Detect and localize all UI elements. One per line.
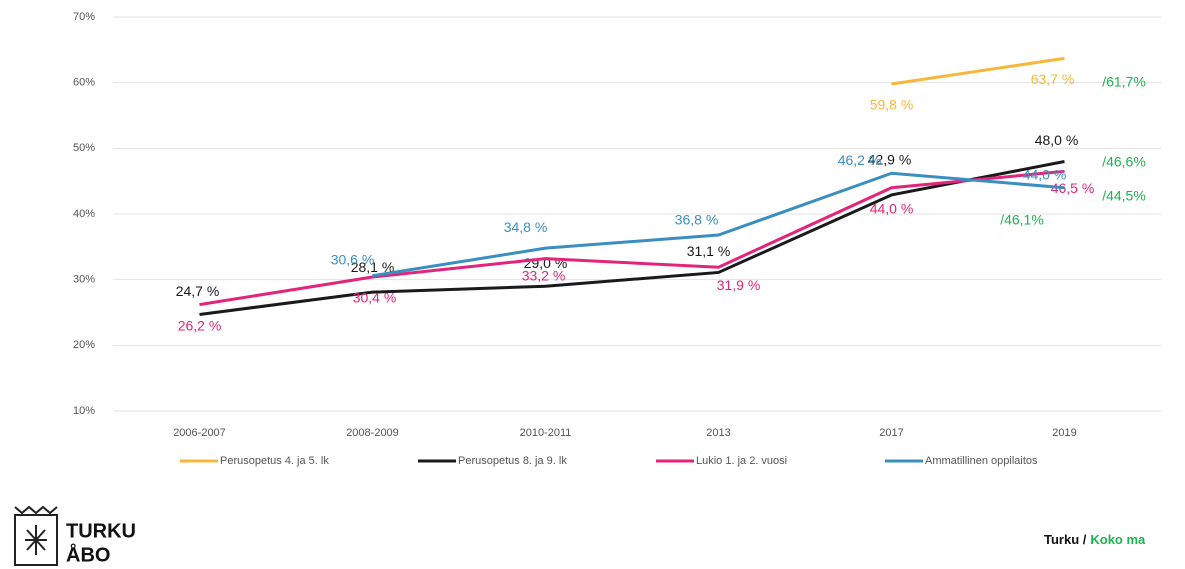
value-label: 34,8 %	[504, 219, 548, 235]
y-tick-label: 30%	[73, 274, 95, 286]
x-tick-label: 2019	[1052, 427, 1076, 439]
x-tick-label: 2013	[706, 427, 730, 439]
legend-label: Ammatillinen oppilaitos	[925, 455, 1038, 467]
value-label: 46,2 %	[838, 152, 882, 168]
series-line	[372, 171, 1065, 278]
y-tick-label: 20%	[73, 339, 95, 351]
value-label: 42,9 %	[868, 152, 912, 168]
value-label: 26,2 %	[178, 317, 222, 333]
annotation: /61,7%	[1102, 74, 1146, 90]
value-label: 31,1 %	[687, 243, 731, 259]
logo-crown	[14, 505, 58, 515]
value-label: 30,4 %	[353, 290, 397, 306]
value-label: 30,6 %	[331, 251, 375, 267]
value-label: 48,0 %	[1035, 132, 1079, 148]
value-label: 31,9 %	[717, 277, 761, 293]
value-label: 36,8 %	[675, 212, 719, 228]
annotation: /46,6%	[1102, 154, 1146, 170]
value-label: 63,7 %	[1031, 71, 1075, 87]
x-tick-label: 2006-2007	[173, 427, 226, 439]
x-tick-label: 2017	[879, 427, 903, 439]
legend-label: Perusopetus 8. ja 9. lk	[458, 455, 567, 467]
footer-city: Turku / Koko ma	[1044, 532, 1146, 547]
value-label: 44,0 %	[870, 200, 914, 216]
y-tick-label: 60%	[73, 77, 95, 89]
logo: TURKU ÅBO	[14, 505, 136, 566]
x-tick-label: 2008-2009	[346, 427, 399, 439]
y-tick-label: 70%	[73, 11, 95, 23]
value-label: 44,0 %	[1023, 166, 1067, 182]
footer-country: Koko ma	[1090, 532, 1146, 547]
annotation: /44,5%	[1102, 188, 1146, 204]
series-line	[199, 169, 1065, 307]
series-line	[891, 56, 1065, 86]
value-label: 33,2 %	[522, 267, 566, 283]
y-tick-label: 40%	[73, 208, 95, 220]
footer-city: Turku /	[1044, 532, 1087, 547]
y-tick-label: 10%	[73, 405, 95, 417]
legend-label: Perusopetus 4. ja 5. lk	[220, 455, 329, 467]
logo-text: ÅBO	[66, 542, 110, 566]
logo-shield	[14, 514, 58, 566]
logo-text: TURKU	[66, 520, 136, 542]
value-label: 59,8 %	[870, 97, 914, 113]
x-tick-label: 2010-2011	[520, 427, 572, 439]
value-label: 28,1 %	[351, 259, 395, 275]
y-tick-label: 50%	[73, 142, 95, 154]
logo-emblem	[25, 525, 47, 555]
series-line	[199, 159, 1065, 316]
legend-label: Lukio 1. ja 2. vuosi	[696, 455, 787, 467]
value-label: 24,7 %	[176, 283, 220, 299]
annotation: /46,1%	[1000, 212, 1044, 228]
value-label: 46,5 %	[1051, 180, 1095, 196]
